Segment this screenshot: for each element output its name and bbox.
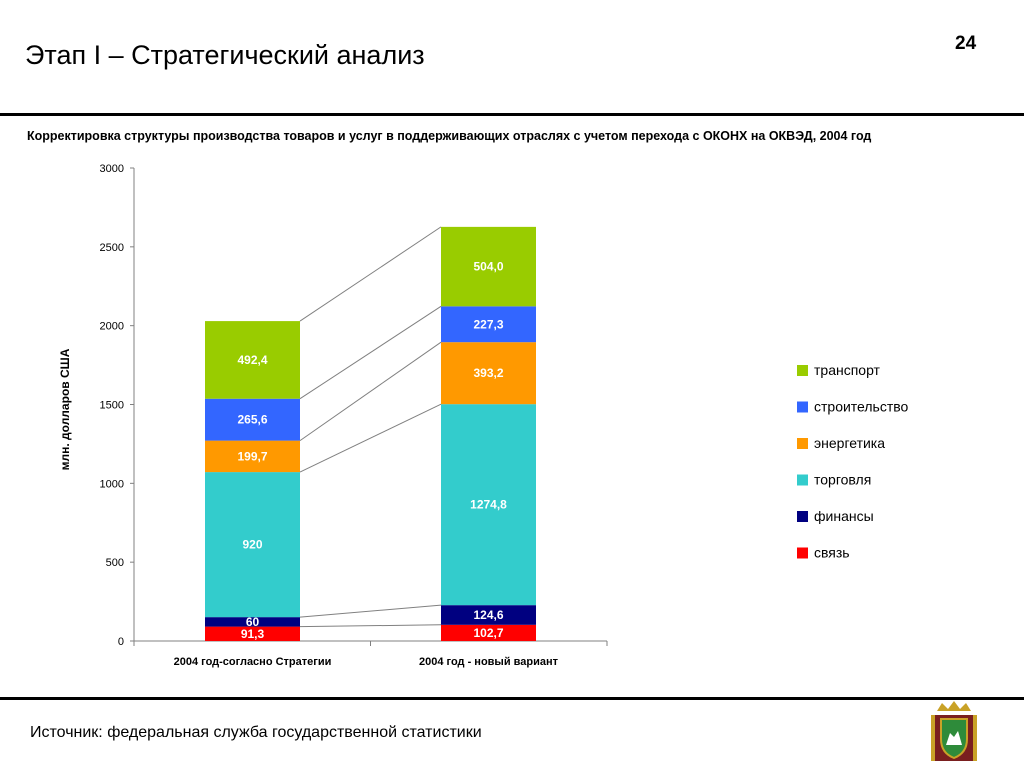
bar-segment-транспорт bbox=[205, 321, 300, 399]
bar-segment-строительство bbox=[441, 306, 536, 343]
y-tick-label: 2000 bbox=[100, 321, 124, 333]
bottom-divider bbox=[0, 697, 1024, 700]
bar-segment-связь bbox=[205, 626, 300, 641]
bar-segment-финансы bbox=[441, 605, 536, 625]
y-tick-label: 1000 bbox=[100, 478, 124, 490]
data-label: 91,3 bbox=[241, 627, 265, 641]
data-label: 227,3 bbox=[473, 317, 503, 331]
data-label: 1274,8 bbox=[470, 498, 507, 512]
legend-swatch-энергетика bbox=[797, 438, 808, 449]
y-tick-label: 2500 bbox=[100, 242, 124, 254]
legend-swatch-строительство bbox=[797, 401, 808, 413]
bar-segment-энергетика bbox=[441, 342, 536, 405]
legend-label: строительство bbox=[814, 399, 909, 415]
y-tick-label: 3000 bbox=[100, 163, 124, 175]
bar-segment-торговля bbox=[441, 404, 536, 606]
data-label: 199,7 bbox=[237, 449, 267, 463]
x-category-label: 2004 год-согласно Стратегии bbox=[174, 656, 332, 668]
data-label: 124,6 bbox=[473, 608, 503, 622]
y-tick-label: 500 bbox=[106, 557, 124, 569]
page-title: Этап I – Стратегический анализ bbox=[25, 40, 425, 70]
data-label: 492,4 bbox=[237, 353, 267, 367]
bar-segment-строительство bbox=[205, 398, 300, 441]
bar-segment-транспорт bbox=[441, 226, 536, 307]
legend-swatch-финансы bbox=[797, 511, 808, 522]
data-label: 393,2 bbox=[473, 366, 503, 380]
legend-label: энергетика bbox=[814, 435, 885, 451]
bar-segment-торговля bbox=[205, 472, 300, 618]
source-note: Источник: федеральная служба государстве… bbox=[30, 724, 482, 741]
y-tick-label: 0 bbox=[118, 636, 124, 648]
legend-label: транспорт bbox=[814, 362, 881, 378]
data-label: 265,6 bbox=[237, 413, 267, 427]
legend-label: связь bbox=[814, 545, 850, 561]
legend-swatch-торговля bbox=[797, 474, 808, 486]
legend-label: торговля bbox=[814, 472, 871, 488]
data-label: 60 bbox=[246, 615, 260, 629]
series-connector-line bbox=[299, 341, 442, 442]
data-label: 504,0 bbox=[473, 260, 503, 274]
bar-segment-финансы bbox=[205, 617, 300, 627]
series-connector-line bbox=[299, 305, 442, 400]
bar-segment-энергетика bbox=[205, 440, 300, 473]
legend-label: финансы bbox=[814, 508, 874, 524]
series-connector-line bbox=[299, 403, 442, 473]
chart-subtitle: Корректировка структуры производства тов… bbox=[27, 129, 872, 143]
y-tick-label: 1500 bbox=[100, 400, 124, 412]
series-connector-line bbox=[299, 604, 442, 618]
legend-swatch-связь bbox=[797, 547, 808, 559]
page-number: 24 bbox=[955, 33, 977, 54]
bar-segment-связь bbox=[441, 624, 536, 641]
x-category-label: 2004 год - новый вариант bbox=[419, 656, 559, 668]
series-connector-line bbox=[299, 624, 442, 628]
top-divider bbox=[0, 113, 1024, 116]
data-label: 102,7 bbox=[473, 626, 503, 640]
legend-swatch-транспорт bbox=[797, 365, 808, 376]
y-axis-title: млн. долларов США bbox=[58, 348, 72, 470]
stacked-bar-chart: 0 500 1000 1500 2000 2500 3000 млн. долларов СШ… bbox=[58, 163, 909, 668]
data-label: 920 bbox=[242, 538, 262, 552]
series-connector-line bbox=[299, 226, 442, 322]
tomsk-coat-of-arms-icon bbox=[931, 701, 977, 761]
